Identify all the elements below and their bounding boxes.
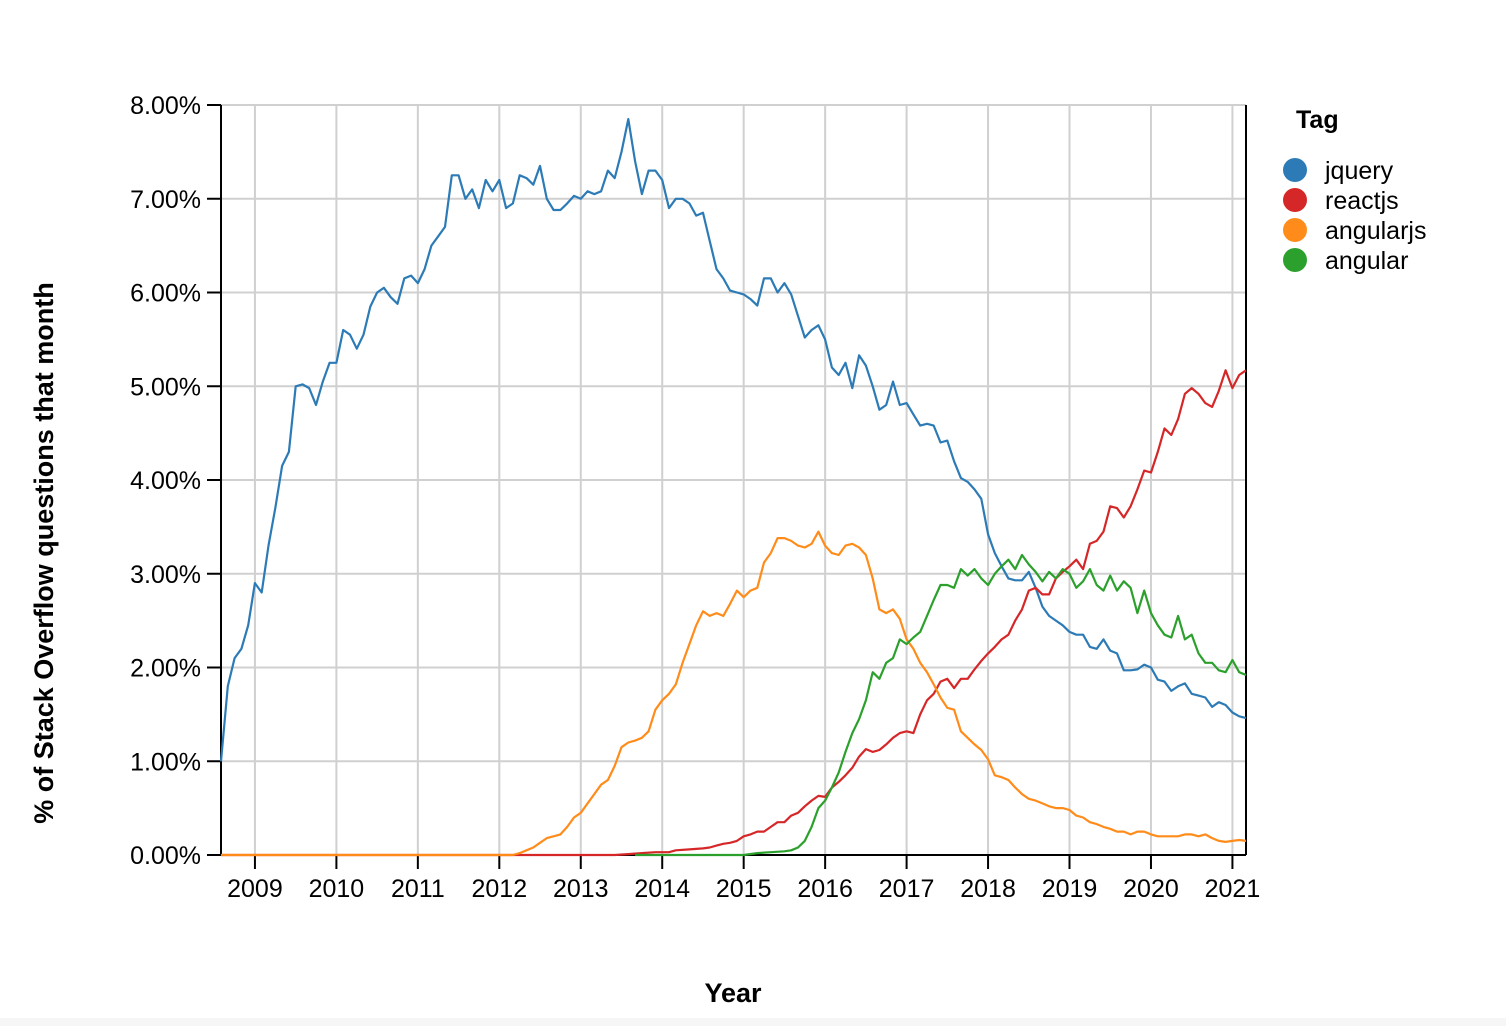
legend-title: Tag xyxy=(1296,106,1339,134)
legend-swatch-angularjs xyxy=(1283,218,1307,242)
grid xyxy=(221,104,1246,856)
series-line-angular xyxy=(635,553,1247,857)
x-tick-label: 2015 xyxy=(716,875,772,903)
x-tick-label: 2011 xyxy=(391,875,445,903)
y-axis-title: % of Stack Overflow questions that month xyxy=(29,282,59,824)
legend-swatch-reactjs xyxy=(1283,188,1307,212)
y-tick-label: 2.00% xyxy=(130,655,201,683)
legend-label-jquery: jquery xyxy=(1324,157,1394,185)
legend-swatch-angular xyxy=(1283,248,1307,272)
x-tick-label: 2014 xyxy=(634,875,690,903)
legend-label-angular: angular xyxy=(1325,247,1408,275)
series-line-reactjs xyxy=(221,369,1247,857)
x-tick-label: 2013 xyxy=(553,875,609,903)
y-tick-label: 0.00% xyxy=(130,842,201,870)
bottom-strip xyxy=(0,1018,1506,1026)
x-tick-label: 2017 xyxy=(879,875,935,903)
x-tick-label: 2010 xyxy=(309,875,365,903)
x-tick-label: 2009 xyxy=(227,875,283,903)
series-line-angularjs xyxy=(221,530,1247,857)
legend-label-reactjs: reactjs xyxy=(1325,187,1399,215)
y-tick-label: 1.00% xyxy=(130,748,201,776)
x-tick-label: 2018 xyxy=(960,875,1016,903)
y-tick-label: 5.00% xyxy=(130,373,201,401)
y-tick-label: 7.00% xyxy=(130,186,201,214)
series-line-jquery xyxy=(219,117,1247,762)
x-tick-label: 2020 xyxy=(1123,875,1179,903)
axes: 0.00% 1.00% 2.00% 3.00% 4.00% 5.00% 6.00% 7.00%… xyxy=(130,92,1260,903)
y-tick-label: 3.00% xyxy=(130,561,201,589)
legend-label-angularjs: angularjs xyxy=(1325,217,1426,245)
x-tick-label: 2016 xyxy=(797,875,853,903)
y-tick-label: 8.00% xyxy=(130,92,201,120)
legend-swatch-jquery xyxy=(1283,158,1307,182)
y-tick-label: 4.00% xyxy=(130,467,201,495)
x-tick-label: 2012 xyxy=(471,875,527,903)
x-tick-label: 2021 xyxy=(1205,875,1261,903)
y-tick-label: 6.00% xyxy=(130,280,201,308)
series-lines xyxy=(219,117,1247,857)
x-tick-label: 2019 xyxy=(1042,875,1098,903)
x-axis-title: Year xyxy=(704,978,762,1008)
